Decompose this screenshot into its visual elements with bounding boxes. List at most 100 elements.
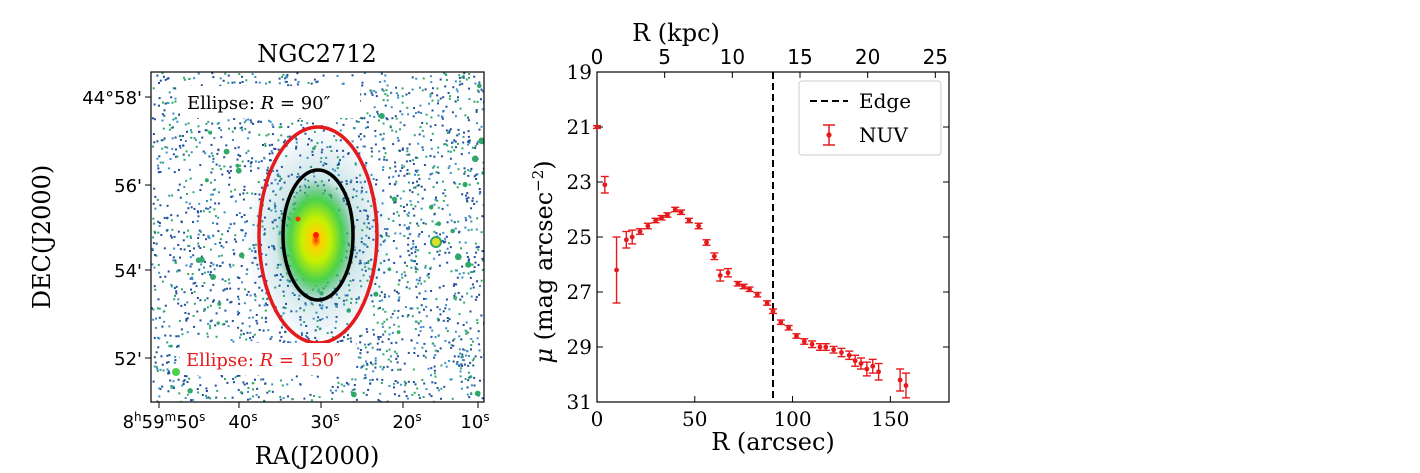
noise-pixel: [462, 272, 465, 275]
noise-pixel: [315, 81, 318, 84]
noise-pixel: [191, 278, 194, 281]
noise-pixel: [397, 309, 400, 312]
faint-source: [428, 205, 434, 210]
noise-pixel: [369, 361, 372, 364]
noise-pixel: [247, 160, 250, 163]
noise-pixel: [387, 338, 390, 341]
noise-pixel: [407, 351, 410, 354]
noise-pixel: [181, 135, 184, 137]
noise-pixel: [434, 349, 437, 352]
noise-pixel: [403, 124, 406, 127]
top-tick-label: 25: [923, 45, 948, 69]
noise-pixel: [231, 396, 234, 399]
noise-pixel: [437, 102, 439, 105]
noise-pixel: [393, 350, 396, 353]
noise-pixel: [370, 150, 373, 153]
noise-pixel: [185, 211, 188, 214]
noise-pixel: [480, 98, 482, 101]
noise-pixel: [415, 255, 418, 258]
y-tick-label: 23: [567, 170, 592, 194]
noise-pixel: [255, 393, 258, 396]
noise-pixel: [269, 120, 272, 123]
noise-pixel: [246, 293, 249, 296]
marker: [839, 350, 844, 355]
data-point: [600, 175, 609, 194]
noise-pixel: [186, 130, 188, 133]
noise-pixel: [239, 127, 242, 130]
noise-pixel: [159, 388, 162, 391]
noise-pixel: [188, 202, 191, 205]
noise-pixel: [382, 308, 385, 311]
noise-pixel: [429, 309, 432, 312]
noise-pixel: [179, 196, 182, 199]
noise-pixel: [405, 286, 408, 289]
noise-pixel: [366, 121, 369, 124]
noise-pixel: [457, 220, 460, 223]
noise-pixel: [164, 275, 167, 278]
noise-pixel: [441, 155, 443, 158]
ellipse-outer-label: Ellipse: R = 150″: [186, 350, 341, 371]
noise-pixel: [396, 136, 399, 139]
noise-pixel: [414, 186, 417, 189]
noise-pixel: [234, 200, 237, 203]
noise-pixel: [459, 107, 462, 110]
noise-pixel: [415, 77, 418, 80]
noise-pixel: [264, 142, 267, 145]
noise-pixel: [421, 231, 423, 233]
noise-pixel: [382, 99, 385, 102]
noise-pixel: [390, 316, 393, 319]
noise-pixel: [173, 361, 176, 364]
noise-pixel: [433, 369, 436, 372]
faint-source: [478, 137, 484, 145]
noise-pixel: [151, 263, 154, 266]
noise-pixel: [190, 206, 193, 209]
noise-pixel: [188, 154, 190, 157]
noise-pixel: [189, 277, 192, 280]
noise-pixel: [231, 195, 234, 198]
noise-pixel: [434, 375, 437, 378]
noise-pixel: [478, 81, 481, 84]
noise-pixel: [416, 307, 419, 310]
noise-pixel: [208, 210, 211, 213]
noise-pixel: [419, 126, 422, 129]
noise-pixel: [370, 155, 373, 158]
noise-pixel: [376, 321, 379, 324]
noise-pixel: [195, 285, 198, 288]
noise-pixel: [428, 102, 430, 105]
noise-pixel: [424, 88, 427, 91]
noise-pixel: [359, 341, 362, 344]
noise-pixel: [452, 86, 455, 89]
noise-pixel: [340, 117, 343, 120]
noise-pixel: [384, 330, 387, 333]
noise-pixel: [322, 74, 325, 77]
noise-pixel: [477, 182, 480, 185]
noise-pixel: [399, 128, 401, 131]
noise-pixel: [424, 290, 427, 293]
noise-pixel: [158, 82, 160, 84]
noise-pixel: [477, 90, 480, 93]
noise-pixel: [481, 90, 484, 93]
faint-source: [169, 344, 173, 348]
noise-pixel: [247, 398, 249, 401]
noise-pixel: [180, 304, 183, 307]
noise-pixel: [397, 139, 400, 142]
noise-pixel: [249, 294, 252, 297]
noise-pixel: [278, 126, 281, 129]
noise-pixel: [466, 256, 469, 258]
noise-pixel: [464, 378, 467, 380]
noise-pixel: [473, 75, 476, 78]
noise-pixel: [406, 281, 409, 284]
noise-pixel: [353, 388, 356, 391]
noise-pixel: [395, 86, 398, 89]
noise-pixel: [170, 236, 173, 239]
marker: [678, 209, 684, 215]
noise-pixel: [392, 220, 395, 222]
legend-nuv-label: NUV: [859, 123, 908, 147]
noise-pixel: [407, 181, 410, 184]
noise-pixel: [218, 265, 221, 268]
noise-pixel: [211, 154, 214, 157]
noise-pixel: [201, 285, 204, 287]
top-tick-label: 15: [787, 45, 812, 69]
noise-pixel: [446, 330, 449, 332]
noise-pixel: [210, 152, 213, 155]
